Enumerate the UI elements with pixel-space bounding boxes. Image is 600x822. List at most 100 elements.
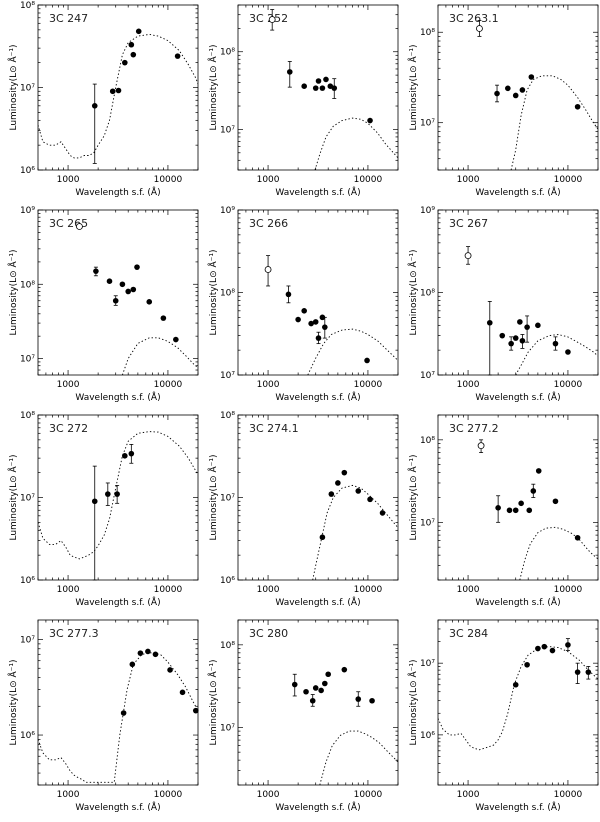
data-point <box>506 507 513 514</box>
model-curve <box>319 730 398 785</box>
data-point <box>341 666 348 673</box>
x-tick-label: 10000 <box>554 790 583 800</box>
data-point <box>308 320 314 327</box>
data-point <box>167 667 173 673</box>
panel-3c-263-1: 1000 10000 10⁷ 10⁸ Wavelength s.f. (Å) Lumino… <box>407 4 599 198</box>
y-axis-label: Luminosity(L⊙ Å⁻¹) <box>407 454 419 540</box>
plot-frame <box>437 619 599 786</box>
y-tick-label: 10⁹ <box>220 206 235 216</box>
data-point <box>517 319 523 325</box>
y-tick-label: 10⁶ <box>20 166 35 176</box>
panel-3c-252: 1000 10000 10⁷ 10⁸ Wavelength s.f. (Å) Lumino… <box>207 4 399 198</box>
y-tick-label: 10⁷ <box>20 494 35 504</box>
panel-title: 3C 284 <box>449 627 488 640</box>
data-point <box>128 450 135 457</box>
x-tick-label: 10000 <box>154 380 183 390</box>
y-tick-label: 10⁸ <box>420 436 435 446</box>
data-point <box>519 87 526 93</box>
data-point <box>319 534 326 541</box>
x-tick-label: 1000 <box>457 790 480 800</box>
data-point <box>91 498 98 505</box>
y-tick-label: 10⁷ <box>220 494 235 504</box>
data-point <box>341 469 348 476</box>
model-curve <box>307 328 398 375</box>
data-point <box>364 357 370 364</box>
plot-frame <box>37 209 199 376</box>
data-point <box>379 510 386 516</box>
data-point <box>137 650 144 656</box>
model-curve <box>121 337 198 375</box>
panel-title: 3C 277.3 <box>49 627 99 640</box>
panel-title: 3C 263.1 <box>449 12 499 25</box>
model-curve <box>519 526 598 580</box>
data-point <box>160 315 167 321</box>
y-tick-label: 10⁸ <box>220 411 235 421</box>
x-tick-label: 1000 <box>257 790 280 800</box>
data-point <box>105 491 111 497</box>
data-point <box>179 689 186 696</box>
y-tick-label: 10⁹ <box>420 206 435 216</box>
panel-title: 3C 252 <box>249 12 288 25</box>
y-tick-label: 10⁸ <box>20 280 35 290</box>
data-point <box>106 278 113 284</box>
data-point <box>574 669 581 675</box>
y-tick-label: 10⁷ <box>20 84 35 94</box>
data-point <box>301 83 307 90</box>
y-tick-label: 10⁷ <box>420 371 435 381</box>
data-point <box>318 687 324 694</box>
y-axis-label: Luminosity(L⊙ Å⁻¹) <box>7 249 19 335</box>
data-point <box>91 103 98 109</box>
y-axis-label: Luminosity(L⊙ Å⁻¹) <box>407 249 419 335</box>
y-tick-label: 10⁶ <box>420 731 435 741</box>
data-point <box>125 288 131 295</box>
x-tick-label: 1000 <box>457 585 480 595</box>
data-point <box>565 349 571 355</box>
plot-frame <box>37 4 199 171</box>
panel-3c-274-1: 1000 10000 10⁶ 10⁷ 10⁸ Wavelength s.f. (Å) Lum… <box>207 411 399 608</box>
data-point <box>528 74 535 80</box>
model-curve <box>38 652 198 783</box>
y-axis-label: Luminosity(L⊙ Å⁻¹) <box>7 659 19 745</box>
x-tick-label: 10000 <box>554 175 583 185</box>
panel-3c-266: 1000 10000 10⁷ 10⁸ 10⁹ Wavelength s.f. (Å) Lum… <box>207 206 399 403</box>
data-point <box>328 491 335 497</box>
x-tick-label: 10000 <box>354 380 383 390</box>
y-axis-label: Luminosity(L⊙ Å⁻¹) <box>407 659 419 745</box>
y-tick-label: 10⁶ <box>20 576 35 586</box>
x-tick-label: 10000 <box>554 585 583 595</box>
y-axis-label: Luminosity(L⊙ Å⁻¹) <box>207 249 219 335</box>
model-curve <box>510 75 598 170</box>
data-point <box>355 696 362 702</box>
data-point <box>552 498 559 505</box>
data-point <box>535 645 541 652</box>
panel-3c-247: 1000 10000 10⁶ 10⁷ 10⁸ Wavelength s.f. (Å) Lum… <box>7 1 199 198</box>
y-tick-label: 10⁷ <box>220 371 235 381</box>
data-point <box>301 308 307 314</box>
x-axis-label: Wavelength s.f. (Å) <box>75 186 160 198</box>
data-point <box>499 332 506 339</box>
y-tick-label: 10⁸ <box>220 641 235 651</box>
x-axis-label: Wavelength s.f. (Å) <box>275 596 360 608</box>
data-point <box>512 92 519 99</box>
y-tick-label: 10⁸ <box>420 289 435 299</box>
data-point <box>322 680 328 687</box>
data-point <box>286 69 293 75</box>
data-point <box>146 299 153 305</box>
data-point <box>109 88 116 95</box>
x-axis-label: Wavelength s.f. (Å) <box>475 801 560 813</box>
y-tick-label: 10⁷ <box>420 518 435 528</box>
data-point <box>512 681 519 688</box>
model-curve <box>312 484 398 580</box>
open-data-point <box>464 252 472 260</box>
data-point <box>130 51 137 58</box>
x-axis-label: Wavelength s.f. (Å) <box>275 186 360 198</box>
y-tick-label: 10⁶ <box>20 731 35 741</box>
data-point <box>508 340 514 347</box>
y-tick-label: 10⁸ <box>220 289 235 299</box>
y-tick-label: 10⁷ <box>20 355 35 365</box>
plot-frame <box>37 619 199 786</box>
open-data-point <box>268 16 276 23</box>
x-tick-label: 10000 <box>354 175 383 185</box>
data-point <box>130 286 137 293</box>
